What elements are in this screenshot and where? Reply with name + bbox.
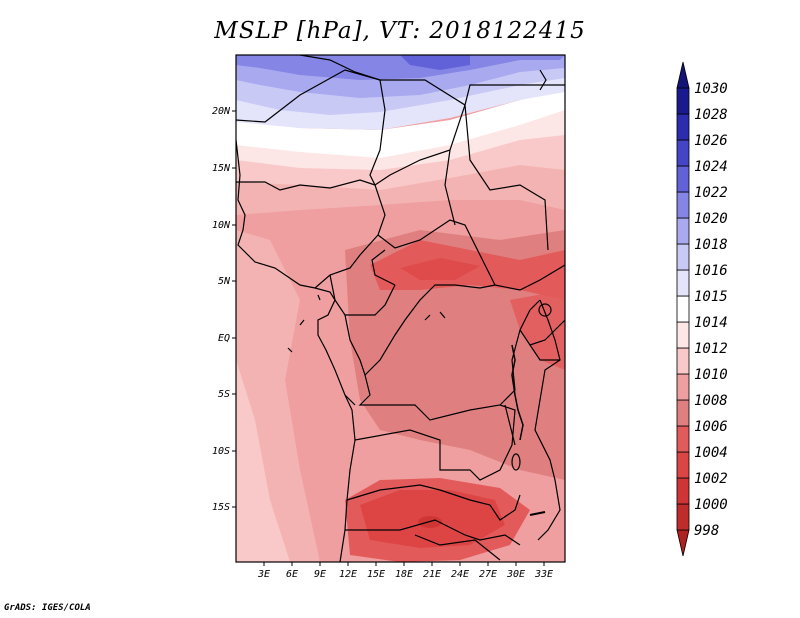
lon-tick: 6E <box>286 562 298 580</box>
colorbar-bin <box>676 321 690 349</box>
colorbar-bin <box>676 139 690 167</box>
colorbar-bin <box>676 113 690 141</box>
lon-tick: 3E <box>257 562 270 580</box>
lon-tick-label: 24E <box>451 569 469 580</box>
colorbar-bin <box>676 269 690 297</box>
colorbar-label: 1006 <box>694 419 728 435</box>
lat-tick: 15S <box>212 502 236 513</box>
lat-ticks: 20N 15N 10N 5N EQ 5S 10S 15S <box>212 106 236 513</box>
lon-tick: 15E <box>367 562 385 580</box>
lat-tick-label: EQ <box>218 333 230 344</box>
colorbar-label: 1004 <box>694 445 728 461</box>
colorbar-label: 1014 <box>694 315 728 331</box>
lat-tick: 5N <box>218 276 236 287</box>
lon-tick: 30E <box>506 562 525 580</box>
lat-tick-label: 5S <box>218 389 230 400</box>
colorbar-bin <box>676 451 690 479</box>
colorbar-label: 1008 <box>694 393 728 409</box>
map-title: MSLP [hPa], VT: 2018122415 <box>214 18 586 44</box>
lon-tick-label: 30E <box>506 569 525 580</box>
lat-tick-label: 15S <box>212 502 230 513</box>
lat-tick-label: 20N <box>212 106 231 117</box>
colorbar-bin <box>676 217 690 245</box>
lon-tick-label: 18E <box>395 569 413 580</box>
lat-tick: 10S <box>212 446 236 457</box>
map-frame <box>235 54 566 563</box>
lat-tick: EQ <box>218 333 236 344</box>
lon-tick: 18E <box>395 562 413 580</box>
colorbar-label: 1022 <box>694 185 728 201</box>
lon-tick: 33E <box>534 562 553 580</box>
colorbar-label: 1010 <box>694 367 728 383</box>
pressure-field <box>236 55 565 562</box>
lat-tick-label: 10N <box>212 220 231 231</box>
lon-tick: 9E <box>314 562 326 580</box>
lon-tick-label: 15E <box>367 569 385 580</box>
colorbar-label: 1002 <box>694 471 728 487</box>
lat-tick-label: 5N <box>218 276 231 287</box>
colorbar-bin <box>676 477 690 505</box>
colorbar-lower-arrow <box>676 529 690 557</box>
lon-tick-label: 9E <box>314 569 326 580</box>
colorbar-bin <box>676 191 690 219</box>
colorbar-bin <box>676 87 690 115</box>
colorbar-bin <box>676 165 690 193</box>
lon-tick-label: 21E <box>423 569 441 580</box>
colorbar-bin <box>676 425 690 453</box>
lat-tick-label: 10S <box>212 446 230 457</box>
lon-tick: 27E <box>479 562 497 580</box>
colorbar-label: 998 <box>694 523 719 539</box>
colorbar-bin <box>676 295 690 323</box>
colorbar-upper-arrow <box>676 61 690 89</box>
lat-tick: 5S <box>218 389 236 400</box>
colorbar-label: 1026 <box>694 133 728 149</box>
lon-tick: 24E <box>451 562 469 580</box>
lon-ticks: 3E 6E 9E 12E 15E 18E 21E 24E 27E 30E 33E <box>257 562 553 580</box>
colorbar-bin <box>676 503 690 531</box>
lat-tick: 20N <box>212 106 236 117</box>
colorbar-bin <box>676 243 690 271</box>
colorbar-label: 1012 <box>694 341 728 357</box>
lon-tick: 21E <box>423 562 441 580</box>
lon-tick-label: 3E <box>257 569 270 580</box>
colorbar-label: 1000 <box>694 497 728 513</box>
lon-tick: 12E <box>339 562 357 580</box>
colorbar-label: 1015 <box>694 289 728 305</box>
grads-credit: GrADS: IGES/COLA <box>4 603 91 613</box>
colorbar-bin <box>676 399 690 427</box>
lat-tick: 15N <box>212 163 236 174</box>
lat-tick-label: 15N <box>212 163 231 174</box>
lon-tick-label: 33E <box>534 569 553 580</box>
lon-tick-label: 6E <box>286 569 298 580</box>
colorbar-label: 1030 <box>694 81 728 97</box>
lat-tick: 10N <box>212 220 236 231</box>
colorbar-label: 1028 <box>694 107 728 123</box>
colorbar-label: 1024 <box>694 159 728 175</box>
colorbar-label: 1020 <box>694 211 728 227</box>
colorbar: 998 1000 1002 1004 1006 1008 1010 1012 1014 1015 1… <box>676 61 728 557</box>
country-borders <box>236 55 565 562</box>
colorbar-bin <box>676 347 690 375</box>
lon-tick-label: 27E <box>479 569 497 580</box>
colorbar-bin <box>676 373 690 401</box>
colorbar-label: 1018 <box>694 237 728 253</box>
colorbar-label: 1016 <box>694 263 728 279</box>
lon-tick-label: 12E <box>339 569 357 580</box>
